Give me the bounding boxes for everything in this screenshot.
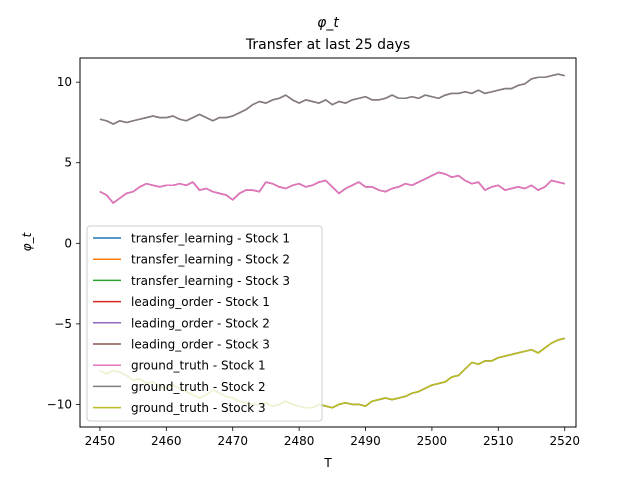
axis-ticks: 2450 2460 2470 2480 2490 2500 2510 2520 −10 −5 0 5 1… [47, 75, 580, 448]
x-tick-label: 2520 [549, 434, 580, 448]
legend-label-4: leading_order - Stock 1 [131, 295, 270, 309]
chart-title: φ_t [317, 15, 339, 31]
legend-label-9: ground_truth - Stock 3 [131, 401, 266, 415]
x-tick-label: 2490 [350, 434, 381, 448]
x-tick-label: 2470 [217, 434, 248, 448]
legend-label-3: transfer_learning - Stock 3 [131, 274, 290, 288]
legend-label-6: leading_order - Stock 3 [131, 338, 270, 352]
y-tick-label: 0 [64, 236, 72, 250]
y-tick-label: −10 [47, 397, 72, 411]
legend-label-8: ground_truth - Stock 2 [131, 380, 266, 394]
x-tick-label: 2460 [151, 434, 182, 448]
legend: transfer_learning - Stock 1 transfer_lear… [86, 225, 323, 422]
series-line-8 [99, 73, 565, 125]
x-tick-label: 2450 [85, 434, 116, 448]
x-axis-label: T [323, 456, 332, 470]
plot-frame [79, 57, 577, 428]
chart-subtitle: Transfer at last 25 days [245, 37, 410, 53]
legend-label-5: leading_order - Stock 2 [131, 316, 270, 330]
y-axis-label: φ_t [20, 231, 34, 251]
legend-label-1: transfer_learning - Stock 1 [131, 232, 290, 246]
x-tick-label: 2500 [417, 434, 448, 448]
series-line-7 [99, 171, 565, 204]
x-tick-label: 2510 [483, 434, 514, 448]
legend-frame [86, 225, 323, 422]
y-tick-label: −5 [54, 317, 72, 331]
y-tick-label: 10 [57, 75, 72, 89]
x-tick-label: 2480 [284, 434, 315, 448]
y-tick-label: 5 [64, 156, 72, 170]
legend-label-7: ground_truth - Stock 1 [131, 359, 266, 373]
legend-label-2: transfer_learning - Stock 2 [131, 253, 290, 267]
